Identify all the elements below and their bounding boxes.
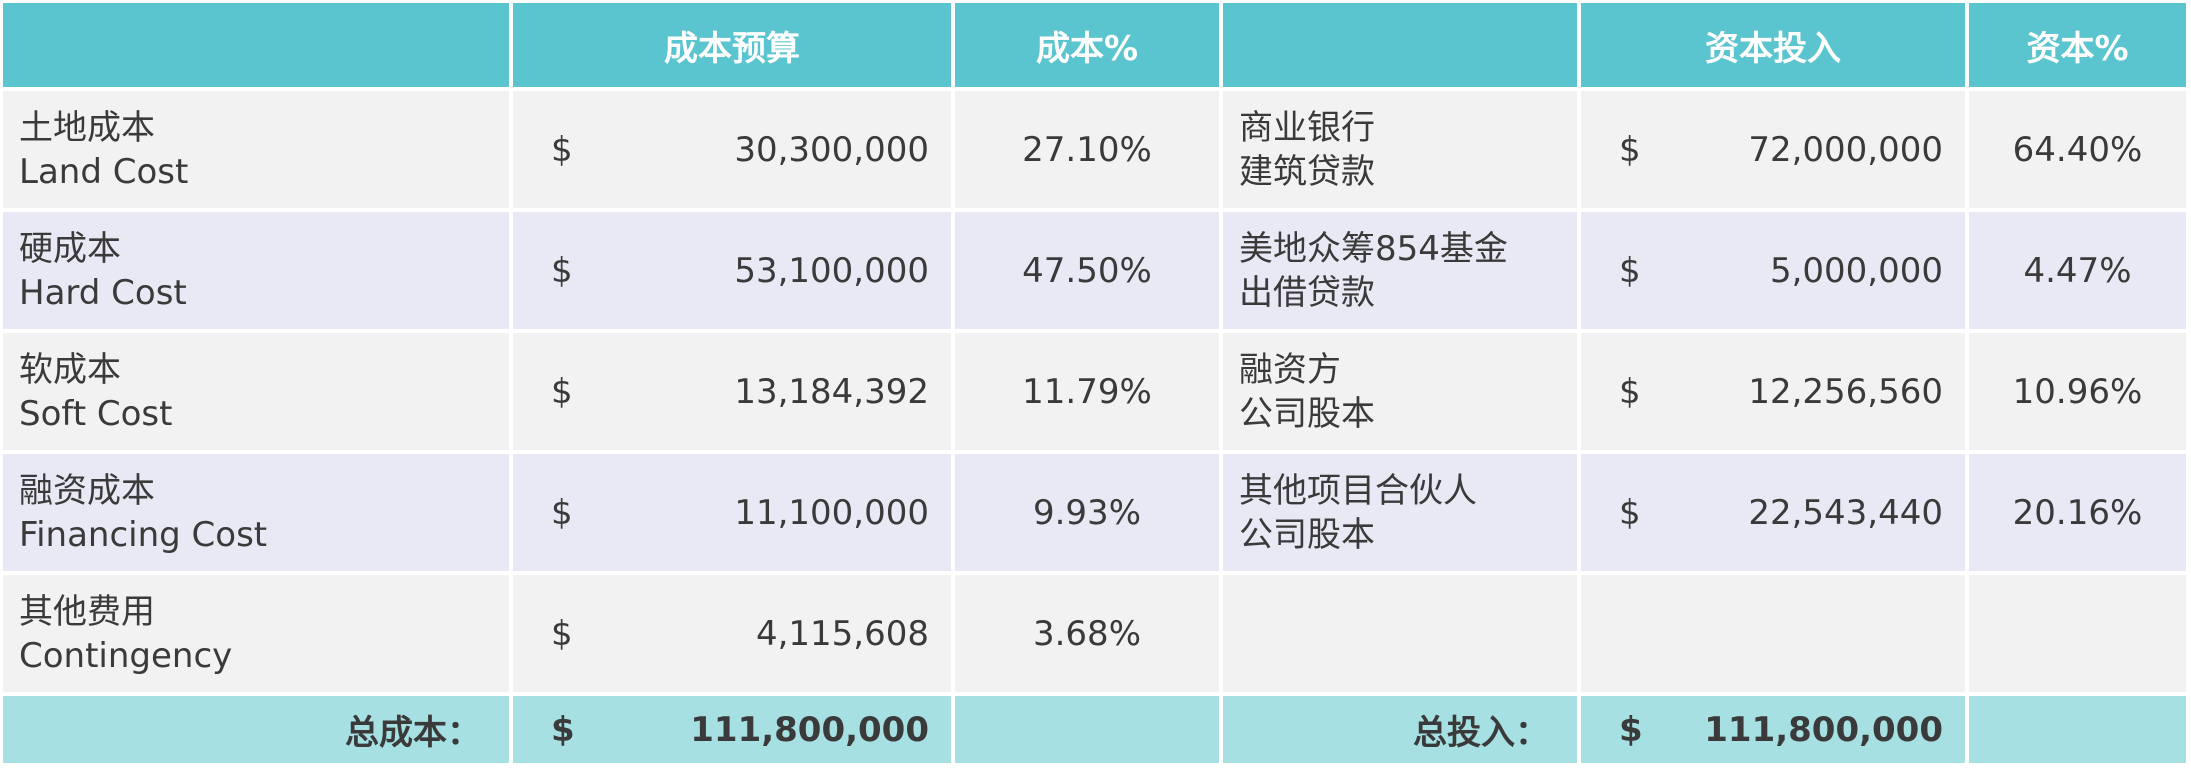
cost-amount-cell: $ 13,184,392 [513,333,951,450]
source-percent: 4.47% [1969,212,2186,329]
source-item-label [1223,575,1577,692]
cost-amount-cell: $ 30,300,000 [513,91,951,208]
cost-item-zh: 硬成本 [19,228,121,269]
source-line2: 公司股本 [1239,514,1375,555]
total-cost-amount: 111,800,000 [690,709,929,750]
total-investment-amount: 111,800,000 [1704,709,1943,750]
table-row: 其他费用 Contingency $ 4,115,608 3.68% [3,575,2186,692]
totals-row: 总成本： $ 111,800,000 总投入： $ 111,800,000 [3,696,2186,763]
total-investment-cell: $ 111,800,000 [1581,696,1965,763]
cost-item-zh: 其他费用 [19,591,155,632]
cost-item-label: 硬成本 Hard Cost [3,212,509,329]
cost-item-zh: 土地成本 [19,107,155,148]
source-amount-cell: $ 22,543,440 [1581,454,1965,571]
total-investment-pct-blank [1969,696,2186,763]
cost-amount-cell: $ 4,115,608 [513,575,951,692]
cost-amount: 13,184,392 [734,371,929,412]
source-item-label: 融资方 公司股本 [1223,333,1577,450]
header-cost-budget: 成本预算 [513,3,951,87]
source-line2: 建筑贷款 [1239,151,1375,192]
source-line1: 其他项目合伙人 [1239,470,1477,511]
cost-amount: 30,300,000 [734,129,929,170]
source-line1: 商业银行 [1239,107,1375,148]
source-amount-cell: $ 72,000,000 [1581,91,1965,208]
cost-amount-cell: $ 11,100,000 [513,454,951,571]
cost-percent: 11.79% [955,333,1219,450]
source-amount: 5,000,000 [1769,250,1943,291]
cost-percent: 27.10% [955,91,1219,208]
total-cost-cell: $ 111,800,000 [513,696,951,763]
table-row: 硬成本 Hard Cost $ 53,100,000 47.50% 美地众筹85… [3,212,2186,329]
source-currency: $ [1619,371,1641,412]
cost-currency: $ [551,250,573,291]
total-cost-label: 总成本： [3,696,509,763]
source-amount-cell [1581,575,1965,692]
cost-item-en: Land Cost [19,151,189,192]
source-amount-cell: $ 5,000,000 [1581,212,1965,329]
header-capital-pct: 资本% [1969,3,2186,87]
table-row: 软成本 Soft Cost $ 13,184,392 11.79% 融资方 公司… [3,333,2186,450]
cost-item-zh: 融资成本 [19,470,155,511]
cost-amount-cell: $ 53,100,000 [513,212,951,329]
source-amount: 72,000,000 [1748,129,1943,170]
cost-amount: 53,100,000 [734,250,929,291]
cost-percent: 47.50% [955,212,1219,329]
cost-currency: $ [551,492,573,533]
total-investment-label: 总投入： [1223,696,1577,763]
source-percent [1969,575,2186,692]
source-currency: $ [1619,129,1641,170]
table-row: 土地成本 Land Cost $ 30,300,000 27.10% 商业银行 … [3,91,2186,208]
cost-item-en: Hard Cost [19,272,187,313]
source-item-label: 其他项目合伙人 公司股本 [1223,454,1577,571]
total-cost-pct-blank [955,696,1219,763]
source-item-label: 美地众筹854基金 出借贷款 [1223,212,1577,329]
cost-currency: $ [551,129,573,170]
cost-currency: $ [551,613,573,654]
source-item-label: 商业银行 建筑贷款 [1223,91,1577,208]
cost-item-zh: 软成本 [19,349,121,390]
source-line2: 出借贷款 [1239,272,1375,313]
source-currency: $ [1619,250,1641,291]
header-row: 成本预算 成本% 资本投入 资本% [3,3,2186,87]
cost-item-label: 软成本 Soft Cost [3,333,509,450]
source-percent: 10.96% [1969,333,2186,450]
cost-item-label: 融资成本 Financing Cost [3,454,509,571]
header-blank-left [3,3,509,87]
source-amount: 12,256,560 [1748,371,1943,412]
cost-amount: 4,115,608 [755,613,929,654]
table-row: 融资成本 Financing Cost $ 11,100,000 9.93% 其… [3,454,2186,571]
cost-percent: 9.93% [955,454,1219,571]
source-currency: $ [1619,492,1641,533]
cost-percent: 3.68% [955,575,1219,692]
cost-currency: $ [551,371,573,412]
source-percent: 20.16% [1969,454,2186,571]
source-amount-cell: $ 12,256,560 [1581,333,1965,450]
cost-item-en: Financing Cost [19,514,268,555]
cost-amount: 11,100,000 [734,492,929,533]
total-cost-currency: $ [551,709,575,750]
source-line1: 融资方 [1239,349,1341,390]
cost-item-label: 其他费用 Contingency [3,575,509,692]
source-line2: 公司股本 [1239,393,1375,434]
header-blank-middle [1223,3,1577,87]
source-percent: 64.40% [1969,91,2186,208]
cost-item-label: 土地成本 Land Cost [3,91,509,208]
source-line1: 美地众筹854基金 [1239,228,1508,269]
header-cost-pct: 成本% [955,3,1219,87]
total-investment-currency: $ [1619,709,1643,750]
source-amount: 22,543,440 [1748,492,1943,533]
header-capital-investment: 资本投入 [1581,3,1965,87]
cost-item-en: Contingency [19,635,233,676]
cost-item-en: Soft Cost [19,393,173,434]
